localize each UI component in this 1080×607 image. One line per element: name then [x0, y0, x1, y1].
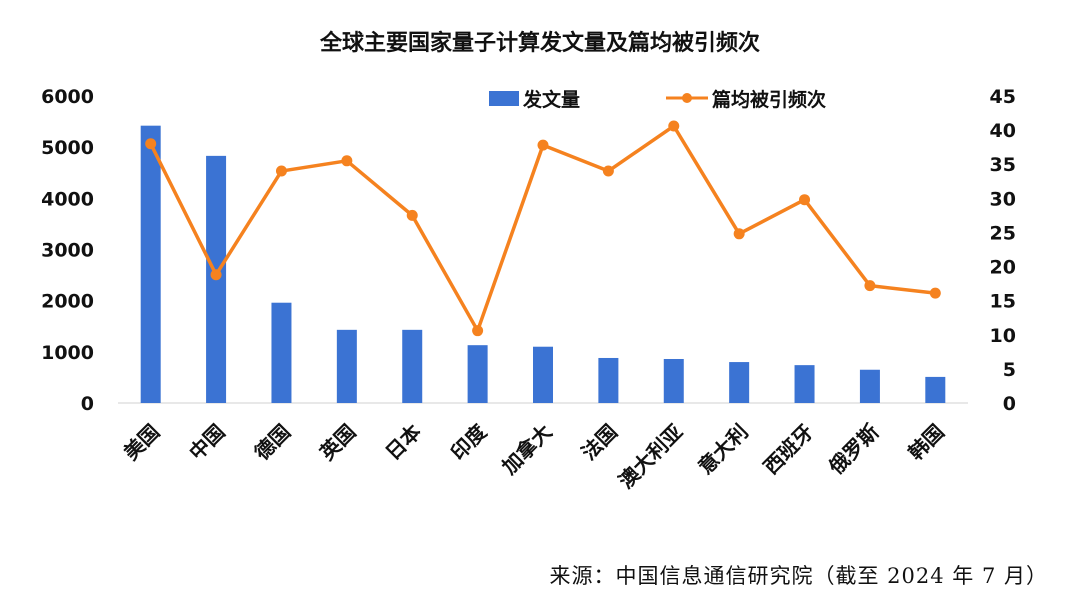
left-tick-label-6: 6000	[41, 86, 94, 108]
bar-5	[402, 329, 423, 403]
category-label-9: 澳大利亚	[614, 420, 688, 494]
source-note: 来源：中国信息通信研究院（截至 2024 年 7 月）	[549, 564, 1048, 588]
right-tick-label-6: 30	[990, 188, 1016, 210]
bar-1	[140, 125, 161, 403]
citation-point-5	[406, 209, 418, 221]
right-tick-label-8: 40	[990, 120, 1016, 142]
citation-point-11	[799, 194, 811, 206]
right-tick-label-7: 35	[990, 154, 1016, 176]
bar-10	[729, 362, 750, 403]
citation-point-6	[472, 325, 484, 337]
right-tick-label-9: 45	[990, 86, 1016, 108]
citation-line	[145, 120, 941, 337]
category-label-5: 日本	[381, 420, 426, 465]
citation-point-2	[210, 269, 222, 281]
category-label-12: 俄罗斯	[823, 420, 883, 480]
left-tick-label-0: 0	[81, 393, 94, 415]
right-tick-label-3: 15	[990, 291, 1016, 313]
left-tick-label-3: 3000	[41, 240, 94, 262]
right-tick-label-2: 10	[990, 325, 1016, 347]
bar-7	[533, 346, 553, 403]
left-tick-label-1: 1000	[41, 342, 94, 364]
chart-title: 全球主要国家量子计算发文量及篇均被引频次	[319, 30, 760, 56]
bar-4	[336, 329, 357, 403]
category-label-10: 意大利	[693, 420, 752, 479]
right-tick-label-4: 20	[990, 257, 1016, 279]
category-label-6: 印度	[446, 419, 492, 465]
left-tick-label-5: 5000	[41, 137, 94, 159]
category-label-8: 法国	[577, 420, 622, 465]
citation-point-7	[537, 139, 549, 151]
citation-point-12	[864, 280, 876, 292]
citation-point-3	[275, 165, 287, 177]
citation-point-9	[668, 120, 680, 132]
legend-line-marker	[682, 93, 692, 103]
bar-9	[663, 358, 684, 403]
bar-11	[794, 365, 815, 403]
category-label-13: 韩国	[904, 420, 949, 465]
category-label-3: 德国	[250, 420, 295, 465]
left-tick-label-4: 4000	[41, 188, 94, 210]
bar-6	[467, 345, 488, 403]
legend-line-label: 篇均被引频次	[712, 88, 826, 111]
left-tick-label-2: 2000	[41, 291, 94, 313]
citation-point-8	[602, 165, 614, 177]
legend-bar-label: 发文量	[522, 88, 580, 111]
right-tick-label-5: 25	[990, 222, 1016, 244]
bar-13	[925, 376, 946, 403]
citation-point-13	[929, 287, 941, 299]
citation-point-10	[733, 228, 745, 240]
citation-point-4	[341, 155, 353, 167]
legend: 发文量 篇均被引频次	[489, 88, 826, 111]
bar-8	[598, 357, 619, 403]
category-label-11: 西班牙	[759, 420, 818, 479]
left-axis-ticks: 0 1000 2000 3000 4000 5000 6000	[41, 86, 94, 415]
legend-bar-swatch	[489, 91, 519, 106]
category-label-4: 英国	[315, 420, 360, 465]
chart: 全球主要国家量子计算发文量及篇均被引频次 发文量 篇均被引频次 01000200…	[41, 30, 1016, 493]
right-tick-label-0: 0	[1003, 393, 1016, 415]
right-axis-ticks: 0 5 10 15 20 25 30 35 40 45	[990, 86, 1016, 415]
category-label-1: 美国	[119, 420, 164, 465]
category-label-2: 中国	[184, 420, 229, 465]
citation-line-path	[149, 124, 936, 333]
citation-point-1	[145, 138, 157, 150]
bar-12	[859, 369, 880, 403]
category-label-7: 加拿大	[496, 420, 556, 480]
bar-3	[271, 302, 292, 403]
right-tick-label-1: 5	[1003, 359, 1016, 381]
bars	[140, 125, 946, 403]
